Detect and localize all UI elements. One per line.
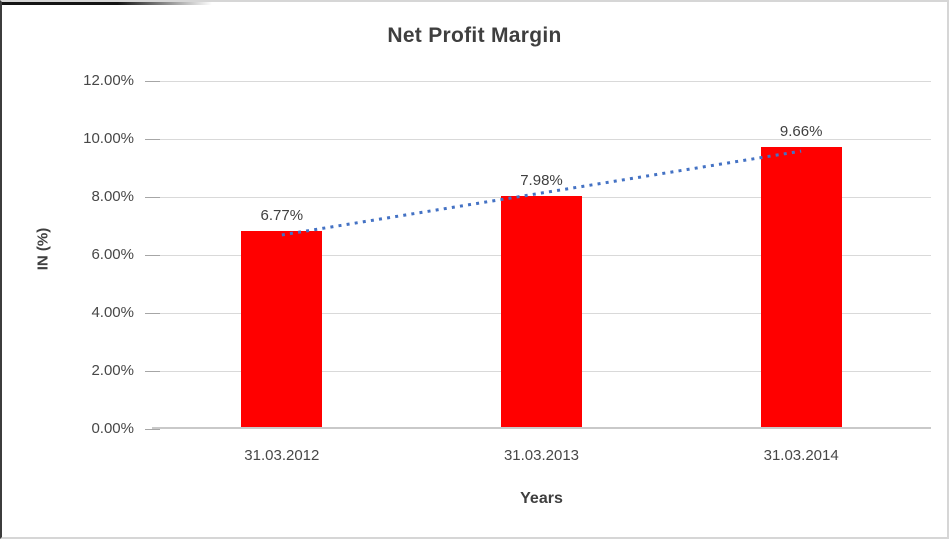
chart-title: Net Profit Margin bbox=[387, 24, 562, 47]
x-axis-title: Years bbox=[520, 490, 563, 507]
gridline bbox=[152, 81, 931, 82]
bar-31.03.2013 bbox=[501, 195, 582, 427]
y-tick-label: 4.00% bbox=[91, 304, 134, 321]
y-tick-label: 8.00% bbox=[91, 188, 134, 205]
y-tick-label: 12.00% bbox=[83, 72, 134, 89]
y-tick-mark bbox=[145, 255, 160, 256]
y-tick-label: 2.00% bbox=[91, 362, 134, 379]
x-tick-label: 31.03.2014 bbox=[763, 447, 839, 464]
trendline bbox=[281, 149, 802, 237]
bar-31.03.2012 bbox=[241, 230, 323, 427]
y-tick-mark bbox=[145, 371, 160, 372]
y-tick-mark bbox=[145, 139, 160, 140]
y-tick-mark bbox=[145, 81, 160, 82]
frame-dark-edge bbox=[2, 2, 212, 5]
y-tick-mark bbox=[145, 429, 160, 430]
bar-data-label: 6.77% bbox=[260, 206, 304, 224]
bar-data-label: 9.66% bbox=[779, 122, 823, 140]
y-tick-mark bbox=[145, 313, 160, 314]
x-tick-label: 31.03.2012 bbox=[244, 447, 320, 464]
bar-data-label: 7.98% bbox=[520, 171, 563, 189]
y-tick-label: 6.00% bbox=[91, 246, 134, 263]
y-tick-mark bbox=[145, 197, 160, 198]
plot-area: 6.77% 7.98% 9.66% bbox=[145, 81, 931, 430]
gridline bbox=[152, 139, 931, 140]
y-tick-label: 10.00% bbox=[83, 130, 134, 147]
y-tick-label: 0.00% bbox=[91, 420, 134, 437]
x-tick-label: 31.03.2013 bbox=[503, 447, 580, 464]
bar-31.03.2014 bbox=[760, 146, 842, 427]
